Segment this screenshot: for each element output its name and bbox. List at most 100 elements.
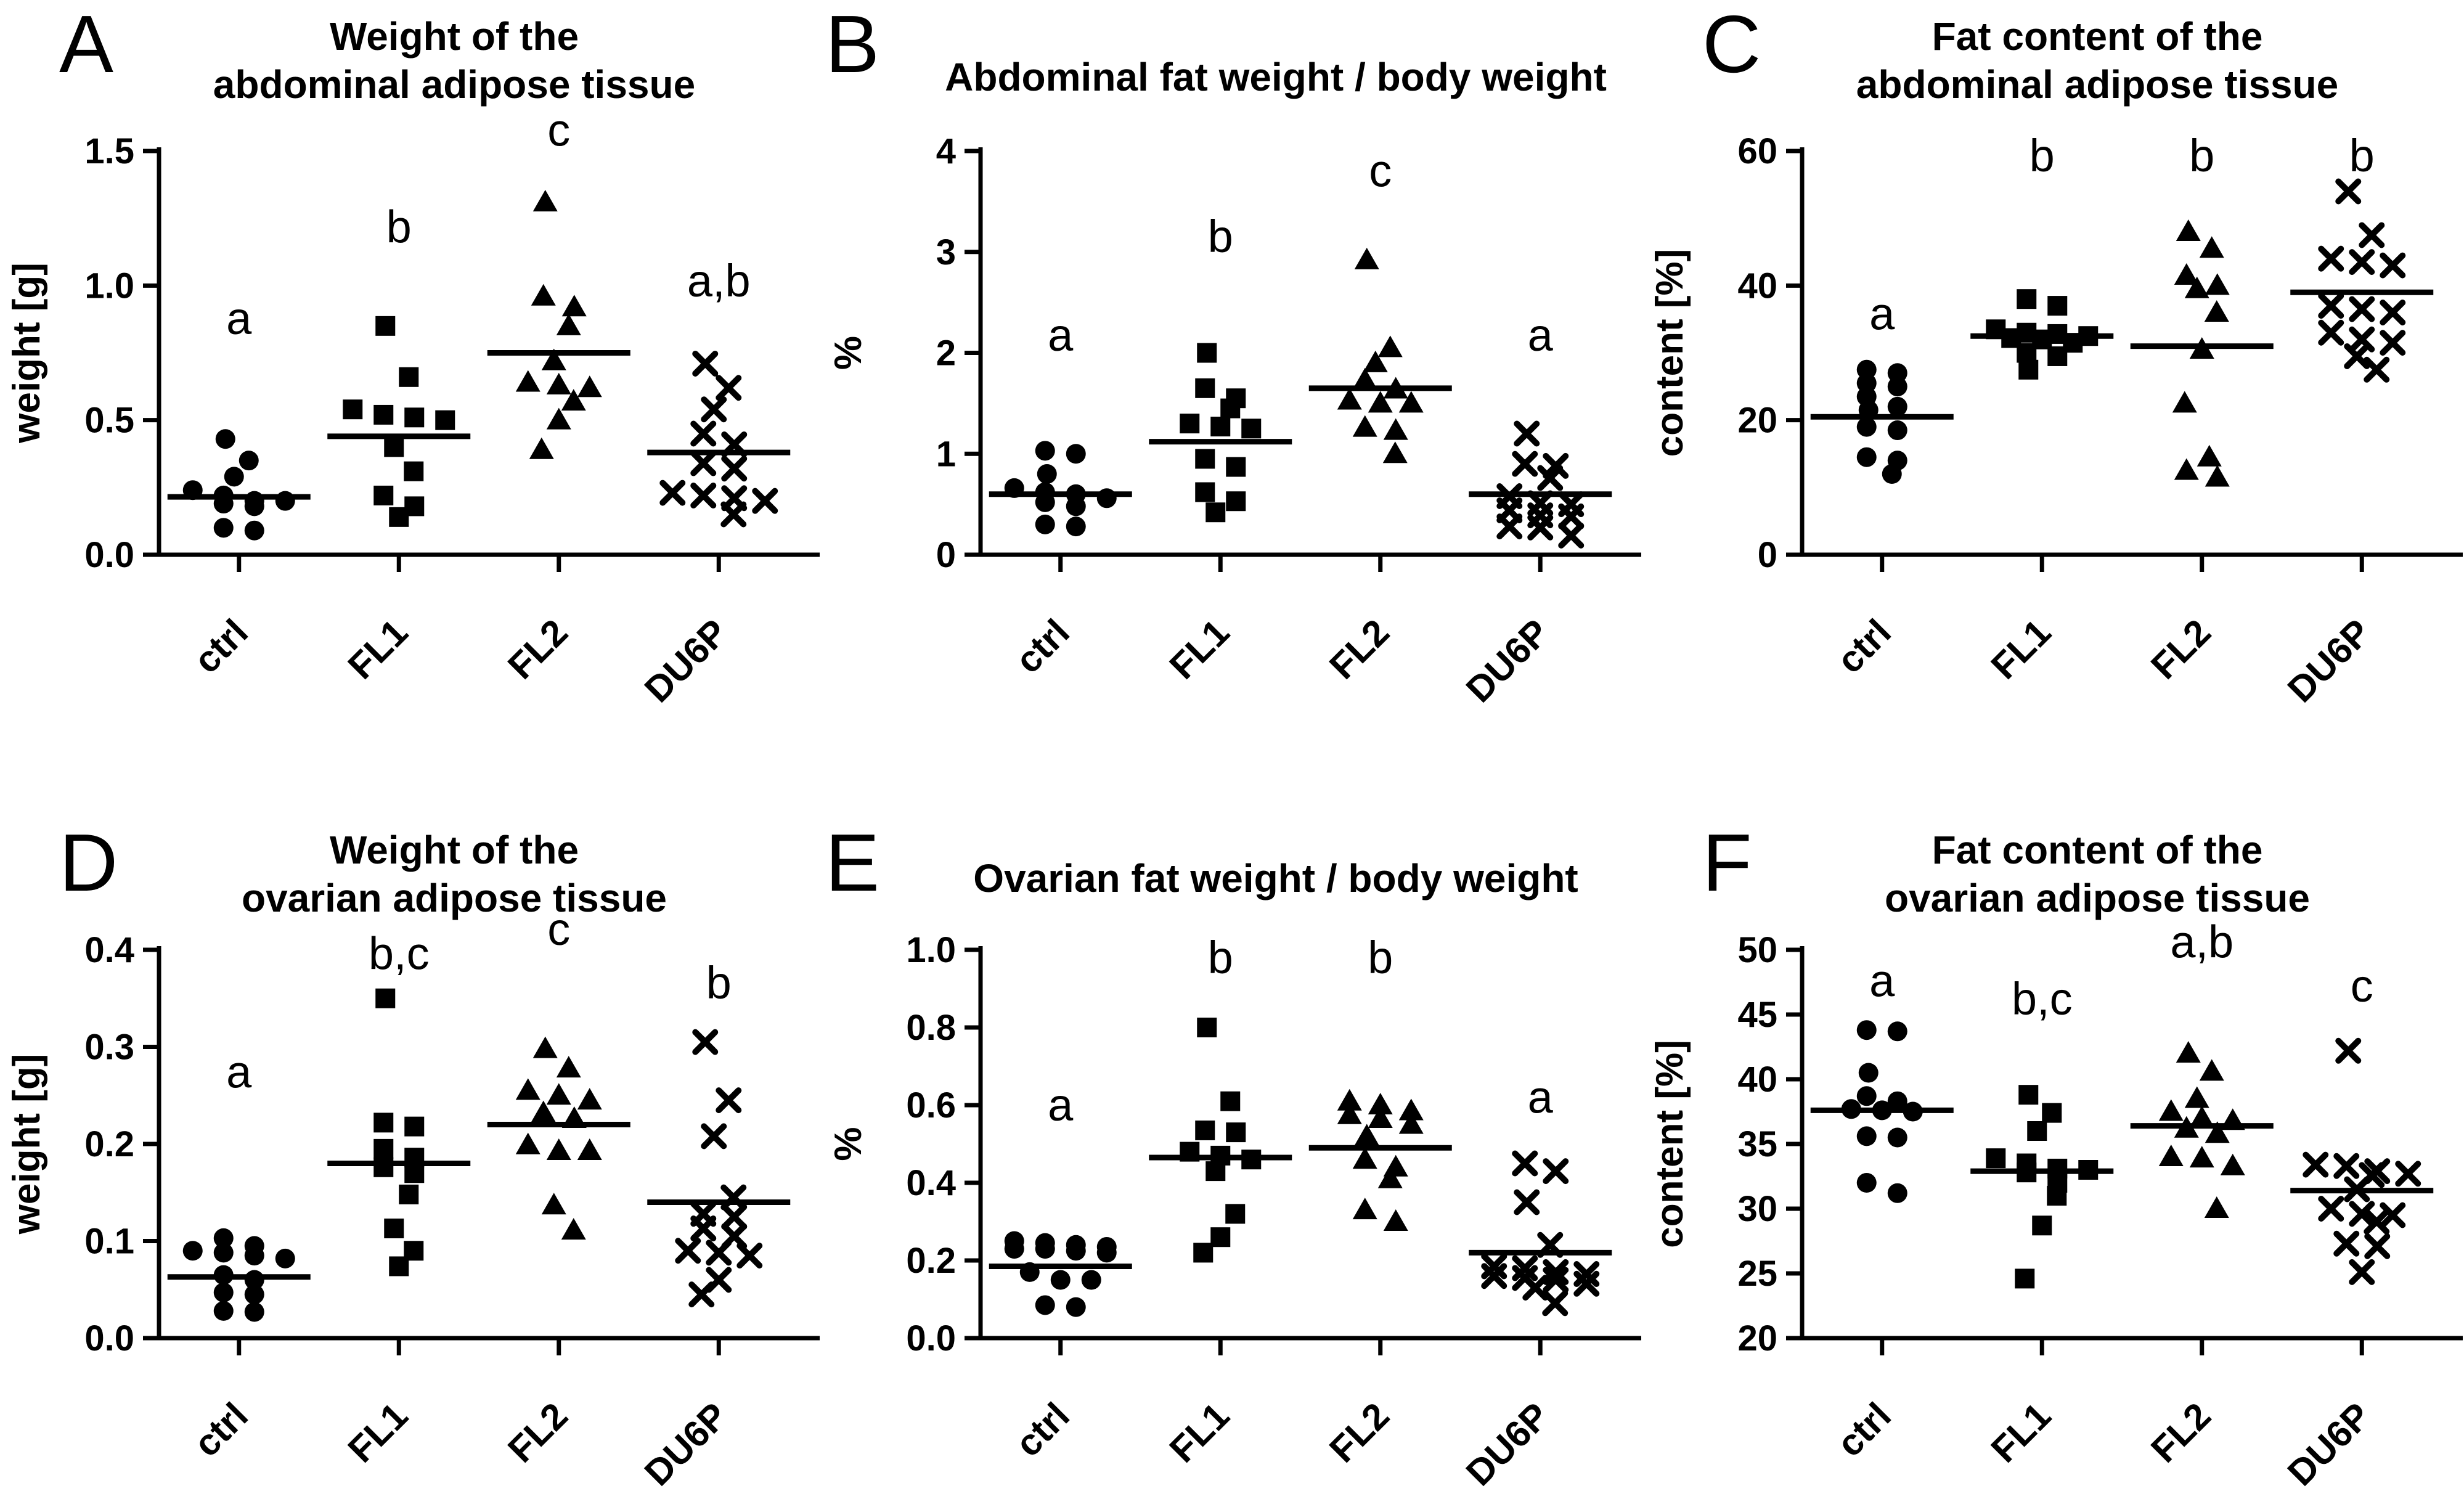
significance-label: b (386, 201, 412, 252)
data-point-x (688, 1281, 715, 1308)
data-point-x (2364, 1209, 2390, 1235)
data-point-square (1986, 1148, 2006, 1169)
y-tick-label: 40 (1737, 1060, 1777, 1100)
data-point-triangle (1368, 391, 1393, 413)
significance-label: b (1208, 932, 1233, 983)
significance-label: c (547, 904, 570, 955)
significance-label: b (2349, 130, 2375, 181)
data-point-square (2032, 1215, 2052, 1236)
data-point-circle (244, 1285, 264, 1305)
significance-label: b (706, 957, 732, 1008)
data-point-circle (275, 1248, 295, 1268)
significance-label: a (1528, 1072, 1554, 1123)
panel-letter-b: B (825, 0, 880, 89)
data-point-triangle (556, 313, 581, 335)
data-point-square (1195, 449, 1215, 469)
data-point-triangle (1337, 1102, 1362, 1124)
data-point-triangle (2176, 1041, 2201, 1063)
data-point-x (1522, 1275, 1549, 1301)
group-DU6P (1481, 1150, 1600, 1317)
panel-letter-a: A (59, 0, 114, 89)
data-point-x (2349, 1201, 2375, 1227)
panel-title-b: Abdominal fat weight / body weight (945, 55, 1607, 99)
significance-label: b,c (2012, 973, 2073, 1024)
data-point-x (736, 1243, 763, 1269)
data-point-square (404, 407, 425, 428)
significance-label: a (226, 1047, 252, 1098)
data-point-square (404, 461, 424, 481)
data-point-triangle (2197, 444, 2222, 467)
group-label: FL1 (340, 1395, 416, 1471)
data-point-triangle (531, 1100, 556, 1122)
data-point-triangle (1352, 1147, 1377, 1169)
significance-label: a,b (687, 255, 751, 306)
data-point-x (1514, 1189, 1540, 1215)
data-point-triangle (515, 1132, 541, 1154)
data-point-circle (1887, 1183, 1907, 1203)
data-point-circle (1856, 417, 1877, 437)
data-point-x (706, 1240, 732, 1266)
data-point-circle (1887, 1127, 1907, 1148)
panel-letter-c: C (1702, 0, 1761, 89)
group-label: FL1 (1162, 1395, 1238, 1471)
data-point-triangle (1352, 367, 1377, 390)
group-label: FL2 (500, 611, 576, 687)
data-point-square (1220, 1091, 1241, 1111)
significance-label: a (1869, 288, 1895, 339)
significance-label: a (226, 293, 252, 344)
data-point-square (2047, 1186, 2067, 1206)
data-point-x (1543, 1158, 1569, 1185)
data-point-triangle (1368, 1106, 1393, 1129)
data-point-triangle (1377, 335, 1403, 357)
data-point-square (1205, 502, 1226, 523)
data-point-circle (213, 1228, 234, 1248)
data-point-triangle (1383, 418, 1408, 440)
data-point-circle (239, 451, 259, 471)
data-point-triangle (2199, 1059, 2224, 1081)
data-point-circle (275, 491, 295, 511)
data-point-x (692, 1029, 719, 1055)
significance-label: b (1208, 211, 1233, 262)
significance-label: a (1528, 309, 1554, 361)
data-point-x (692, 350, 719, 377)
data-point-square (1197, 343, 1217, 363)
data-point-square (2015, 1268, 2035, 1289)
data-point-triangle (531, 284, 556, 306)
group-label: ctrl (1008, 611, 1077, 681)
significance-label: c (547, 104, 570, 155)
data-point-triangle (2199, 236, 2224, 258)
group-label: FL1 (340, 611, 416, 687)
data-point-square (389, 507, 409, 527)
group-label: DU6P (637, 1395, 736, 1494)
y-axis-title: weight [g] (6, 1054, 48, 1235)
data-point-square (2018, 359, 2039, 380)
significance-label: a (1869, 955, 1895, 1007)
y-axis-title: weight [g] (6, 263, 48, 444)
data-point-square (1195, 378, 1215, 398)
data-point-triangle (1352, 1198, 1377, 1220)
data-point-square (1210, 417, 1231, 437)
y-axis-title: % (827, 336, 870, 370)
data-point-circle (1856, 1173, 1877, 1193)
data-point-circle (182, 1241, 203, 1261)
data-point-triangle (2172, 391, 2197, 413)
data-point-x (2380, 300, 2406, 325)
data-point-circle (213, 1282, 234, 1302)
data-point-circle (1887, 1021, 1907, 1042)
group-label: ctrl (186, 1395, 256, 1464)
data-point-x (690, 420, 717, 447)
group-label: FL1 (1983, 1395, 2059, 1471)
panel-letter-d: D (59, 817, 118, 908)
y-axis-title: content [%] (1649, 249, 1691, 457)
data-point-x (1514, 420, 1540, 447)
group-FL1 (1180, 343, 1262, 523)
data-point-square (389, 1256, 409, 1276)
data-point-triangle (2176, 219, 2201, 241)
y-tick-label: 45 (1737, 995, 1777, 1035)
panel-letter-e: E (825, 817, 880, 908)
data-point-circle (215, 429, 235, 449)
y-tick-label: 1 (936, 434, 956, 474)
data-point-x (2318, 293, 2344, 319)
data-point-square (399, 1184, 419, 1204)
data-point-triangle (1398, 1112, 1424, 1134)
